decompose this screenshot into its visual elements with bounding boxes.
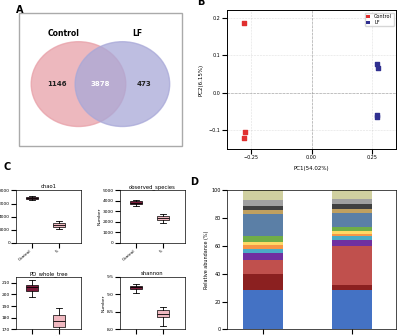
PathPatch shape (130, 286, 142, 289)
Bar (243, 290, 283, 329)
Bar (332, 246, 372, 285)
Bar (332, 285, 372, 290)
Text: 473: 473 (137, 81, 152, 87)
Ellipse shape (75, 42, 170, 126)
Bar (332, 236, 372, 241)
Ellipse shape (31, 42, 126, 126)
Bar (243, 242, 283, 245)
Bar (243, 253, 283, 260)
Title: observed_species: observed_species (129, 184, 176, 190)
Bar (243, 214, 283, 236)
Point (241, 20, 247, 26)
Bar (243, 236, 283, 242)
Point (374, 62, 380, 67)
Title: chao1: chao1 (40, 184, 56, 190)
Text: 1146: 1146 (47, 81, 66, 87)
Bar (332, 199, 372, 204)
Bar (332, 204, 372, 209)
Point (241, 135, 247, 140)
Title: shannon: shannon (141, 271, 164, 276)
PathPatch shape (157, 310, 169, 317)
PathPatch shape (26, 197, 38, 199)
Bar (332, 231, 372, 234)
Bar (243, 210, 283, 214)
PathPatch shape (130, 202, 142, 204)
X-axis label: PC1(54.02%): PC1(54.02%) (294, 166, 329, 171)
Bar (332, 226, 372, 231)
PathPatch shape (53, 315, 65, 327)
Legend: Control, LF: Control, LF (365, 12, 394, 27)
PathPatch shape (53, 223, 65, 227)
Bar (243, 200, 283, 206)
Title: PD_whole_tree: PD_whole_tree (29, 271, 68, 277)
Bar (19, 13, 182, 146)
Bar (243, 206, 283, 210)
Bar (332, 213, 372, 226)
Y-axis label: Relative abundance (%): Relative abundance (%) (204, 231, 209, 289)
PathPatch shape (157, 216, 169, 220)
Bar (332, 234, 372, 236)
Bar (243, 260, 283, 274)
Point (374, 114, 380, 120)
Text: Control: Control (47, 29, 79, 38)
Bar (332, 209, 372, 213)
Point (374, 113, 380, 118)
Text: A: A (16, 5, 24, 15)
Bar (332, 290, 372, 329)
Point (242, 129, 248, 135)
Y-axis label: PC2(6.15%): PC2(6.15%) (198, 64, 204, 95)
Text: D: D (190, 177, 198, 187)
Bar (243, 191, 283, 200)
Point (375, 66, 381, 71)
Y-axis label: Number: Number (102, 294, 106, 312)
Text: 3878: 3878 (91, 81, 110, 87)
Bar (332, 241, 372, 246)
PathPatch shape (26, 285, 38, 291)
Bar (332, 191, 372, 199)
Text: LF: LF (132, 29, 143, 38)
Y-axis label: Number: Number (98, 208, 102, 225)
Text: B: B (197, 0, 204, 6)
Text: C: C (4, 162, 11, 172)
Bar (243, 245, 283, 249)
Bar (243, 249, 283, 253)
Bar (243, 274, 283, 290)
